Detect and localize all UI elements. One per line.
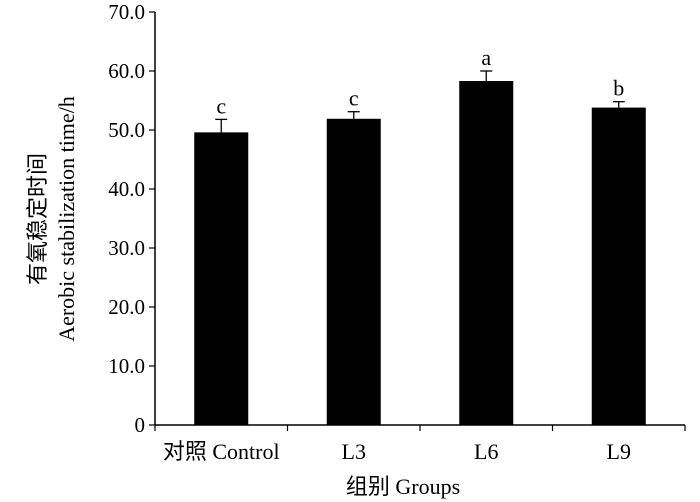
bars: c c a b [194,45,646,426]
y-axis-title-line1: 有氧稳定时间 [25,153,50,285]
y-tick-label: 40.0 [108,177,145,201]
y-tick-label: 30.0 [108,236,145,260]
bar [194,132,249,426]
y-tick-label: 0 [135,413,146,437]
significance-letter: c [349,86,359,111]
x-tick-label: 对照 Control [163,439,280,464]
y-tick-label: 70.0 [108,0,145,24]
significance-letter: b [613,76,624,101]
bar [591,107,646,425]
significance-letter: a [481,45,491,70]
x-axis-tick-labels: 对照 Control L3 L6 L9 [163,439,631,464]
y-tick-label: 50.0 [108,118,145,142]
axis-titles: 组别 Groups 有氧稳定时间 Aerobic stabilization t… [25,96,460,499]
x-tick-label: L9 [607,439,631,464]
significance-letter: c [216,93,226,118]
bar [459,81,514,425]
y-tick-label: 60.0 [108,59,145,83]
x-axis-title: 组别 Groups [346,474,460,499]
y-tick-label: 20.0 [108,295,145,319]
x-tick-label: L6 [474,439,498,464]
bar [326,118,381,425]
x-tick-label: L3 [342,439,366,464]
y-tick-label: 10.0 [108,354,145,378]
y-axis-title-line2: Aerobic stabilization time/h [54,96,79,342]
y-axis-ticks: 0 10.0 20.0 30.0 40.0 50.0 60.0 70.0 [108,0,155,437]
